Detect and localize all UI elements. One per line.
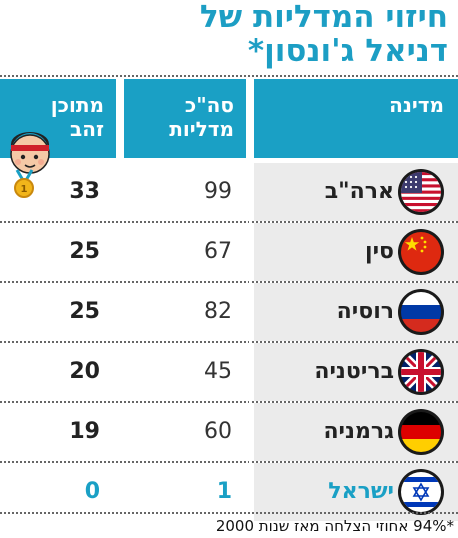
divider [0, 75, 458, 77]
total-value: 60 [204, 419, 232, 444]
country-name: גרמניה [323, 419, 394, 444]
total-value: 82 [204, 299, 232, 324]
row-divider [0, 461, 458, 463]
usa-flag-icon [398, 169, 444, 215]
header-total-line-1: סה"כ [184, 93, 234, 117]
title-line-1: חיזוי המדליות של [199, 0, 448, 35]
country-name: ארה"ב [324, 179, 394, 204]
svg-text:1: 1 [21, 184, 28, 195]
country-name: ישראל [328, 479, 394, 504]
row-divider [0, 281, 458, 283]
gold-value: 25 [69, 299, 100, 324]
total-value: 67 [204, 239, 232, 264]
country-name: בריטניה [314, 359, 394, 384]
header-gold-line-1: מתוכן [50, 93, 104, 117]
gold-value: 20 [69, 359, 100, 384]
total-value: 99 [204, 179, 232, 204]
mascot-medal-icon: 1 [2, 130, 52, 202]
gold-value: 33 [69, 179, 100, 204]
total-value: 1 [216, 479, 232, 504]
gold-value: 25 [69, 239, 100, 264]
header-gold-line-2: זהב [70, 117, 104, 141]
column-separator [249, 163, 251, 511]
country-name: סין [365, 239, 394, 264]
header-total-line-2: מדליות [169, 117, 234, 141]
china-flag-icon [398, 229, 444, 275]
country-name: רוסיה [336, 299, 394, 324]
header-total: סה"כ מדליות [124, 79, 246, 158]
chart-title: חיזוי המדליות של דניאל ג'ונסון* [8, 0, 448, 68]
gold-value: 0 [84, 479, 100, 504]
header-country-label: מדינה [389, 93, 444, 117]
row-divider [0, 221, 458, 223]
title-line-2: דניאל ג'ונסון* [247, 33, 448, 69]
gold-value: 19 [69, 419, 100, 444]
row-divider [0, 401, 458, 403]
total-value: 45 [204, 359, 232, 384]
footnote: *94% אחוזי הצלחה מאז שנות 2000 [215, 517, 454, 535]
israel-flag-icon [398, 469, 444, 515]
russia-flag-icon [398, 289, 444, 335]
row-divider [0, 341, 458, 343]
uk-flag-icon [398, 349, 444, 395]
bottom-divider [0, 512, 458, 514]
header-country: מדינה [254, 79, 458, 158]
germany-flag-icon [398, 409, 444, 455]
